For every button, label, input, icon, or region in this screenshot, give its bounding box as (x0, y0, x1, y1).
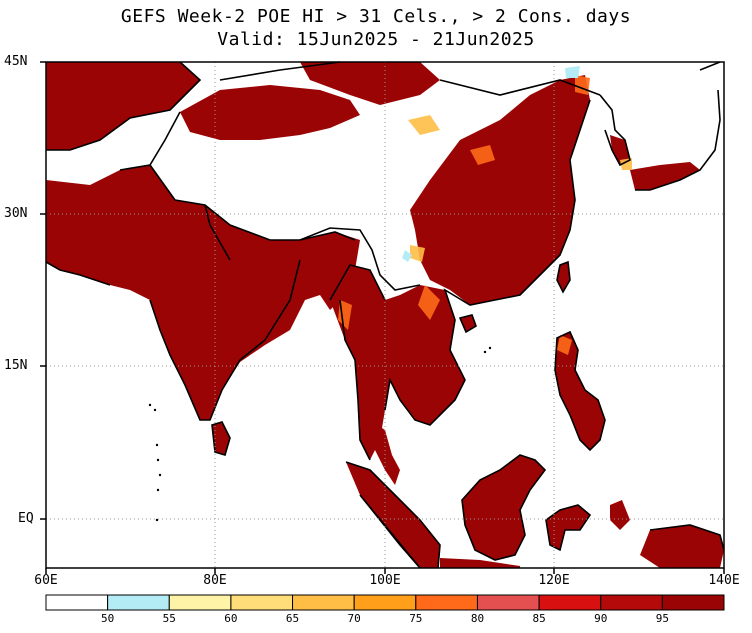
coastlines (45, 61, 725, 569)
lat-label: EQ (18, 511, 34, 526)
colorbar-label: 95 (655, 612, 669, 625)
colorbar (45, 594, 725, 611)
colorbar-swatch (661, 594, 725, 611)
colorbar-label: 80 (470, 612, 485, 625)
colorbar-swatch (230, 594, 294, 611)
colorbar-swatch (600, 594, 663, 611)
lat-label: 45N (4, 54, 28, 69)
lon-label: 60E (34, 573, 58, 588)
probability-fill (46, 62, 724, 568)
colorbar-label: 65 (285, 612, 300, 625)
map-title: GEFS Week-2 POE HI > 31 Cels., > 2 Cons.… (120, 6, 632, 27)
lat-label: 15N (4, 358, 28, 373)
lon-label: 80E (203, 573, 227, 588)
colorbar-label: 55 (162, 612, 176, 625)
map-subtitle: Valid: 15Jun2025 - 21Jun2025 (217, 29, 535, 50)
colorbar-swatch (476, 594, 540, 611)
lon-label: 140E (708, 573, 740, 588)
lat-label: 30N (4, 206, 28, 221)
lon-label: 120E (538, 573, 570, 588)
colorbar-swatch (45, 594, 109, 611)
colorbar-swatch (168, 594, 232, 611)
colorbar-label: 75 (409, 612, 423, 625)
colorbar-swatch (415, 594, 478, 611)
colorbar-swatch (538, 594, 602, 611)
colorbar-label: 90 (594, 612, 608, 625)
colorbar-label: 50 (101, 612, 115, 625)
colorbar-label: 85 (532, 612, 546, 625)
lon-label: 100E (369, 573, 401, 588)
colorbar-swatch (107, 594, 170, 611)
colorbar-label: 70 (347, 612, 361, 625)
colorbar-swatch (292, 594, 355, 611)
colorbar-label: 60 (224, 612, 238, 625)
colorbar-swatch (353, 594, 417, 611)
